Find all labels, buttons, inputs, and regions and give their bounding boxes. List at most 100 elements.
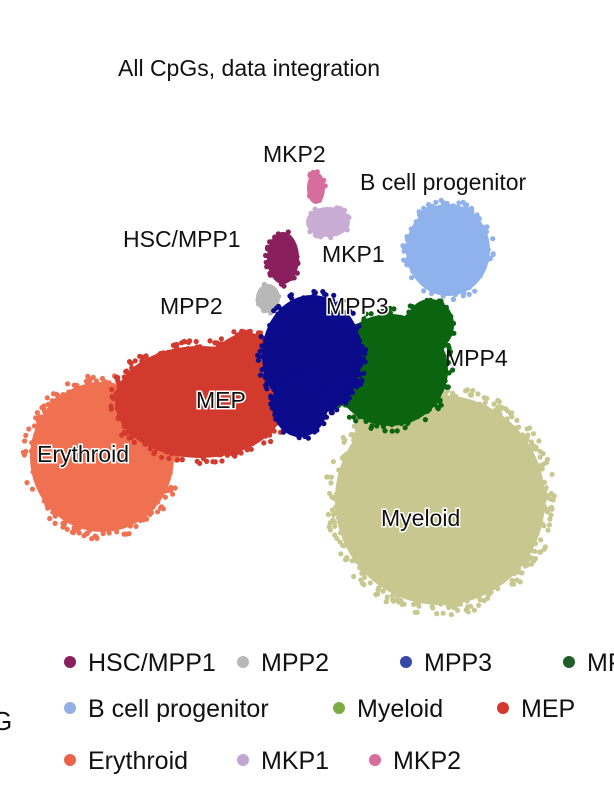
data-point	[110, 395, 116, 401]
data-point	[451, 330, 457, 336]
data-point	[530, 558, 537, 564]
data-point	[159, 477, 165, 484]
data-point	[353, 343, 359, 349]
data-point	[330, 297, 336, 304]
data-point	[347, 381, 353, 387]
data-point	[438, 601, 444, 607]
data-point	[345, 474, 351, 481]
data-point	[406, 328, 413, 334]
data-point	[534, 522, 540, 529]
data-point	[429, 590, 435, 596]
data-point	[36, 466, 43, 472]
data-point	[133, 512, 139, 518]
data-point	[270, 330, 276, 336]
data-point	[497, 411, 503, 417]
data-point	[244, 417, 250, 423]
data-point	[218, 336, 224, 342]
data-point	[244, 336, 251, 342]
data-point	[155, 356, 162, 362]
data-point	[162, 494, 168, 500]
data-point	[263, 362, 269, 368]
data-point	[316, 197, 323, 203]
data-point	[322, 414, 328, 420]
data-point	[404, 234, 410, 240]
data-point	[528, 521, 535, 528]
data-point	[413, 219, 419, 225]
data-point	[472, 288, 478, 294]
data-point	[416, 272, 422, 278]
panel-letter: G	[0, 706, 12, 736]
data-point	[257, 348, 263, 354]
data-point	[361, 444, 367, 450]
data-point	[345, 508, 351, 514]
data-point	[482, 247, 488, 253]
data-point	[64, 526, 70, 532]
data-point	[482, 400, 488, 406]
data-point	[224, 452, 230, 458]
data-point	[65, 381, 71, 387]
data-point	[366, 458, 372, 464]
data-point	[404, 417, 410, 423]
data-point	[493, 584, 499, 590]
data-point	[514, 547, 520, 554]
data-point	[352, 463, 358, 469]
data-point	[426, 201, 432, 208]
data-point	[525, 432, 531, 438]
data-point	[509, 410, 515, 416]
data-point	[264, 264, 270, 270]
data-point	[336, 494, 342, 500]
data-point	[480, 236, 486, 242]
data-point	[123, 369, 129, 375]
cluster-point-clouds	[20, 169, 557, 618]
data-point	[422, 210, 429, 216]
data-point	[387, 305, 393, 311]
data-point	[275, 231, 281, 237]
data-point	[350, 389, 356, 396]
data-point	[159, 470, 165, 476]
data-point	[31, 456, 37, 462]
data-point	[501, 571, 507, 578]
data-point	[389, 422, 395, 428]
data-point	[293, 431, 299, 437]
data-point	[429, 394, 435, 400]
data-point	[547, 516, 553, 522]
data-point	[241, 438, 247, 444]
data-point	[493, 579, 499, 585]
data-point	[380, 577, 386, 583]
data-point	[139, 367, 145, 373]
legend-marker	[64, 754, 76, 766]
data-point	[41, 498, 47, 504]
data-point	[315, 298, 321, 304]
data-point	[106, 521, 112, 527]
data-point	[294, 254, 300, 260]
data-point	[443, 598, 449, 605]
legend-marker	[400, 656, 412, 668]
data-point	[255, 352, 261, 358]
data-point	[493, 428, 499, 434]
data-point	[296, 302, 302, 308]
data-point	[31, 450, 37, 456]
data-point	[351, 414, 357, 420]
data-point	[482, 409, 488, 415]
data-point	[234, 332, 240, 338]
data-point	[410, 587, 416, 594]
data-point	[466, 284, 472, 290]
data-point	[290, 274, 296, 280]
data-point	[525, 477, 531, 483]
data-point	[528, 547, 535, 554]
data-point	[401, 601, 407, 607]
data-point	[283, 424, 289, 430]
data-point	[311, 288, 317, 295]
data-point	[404, 314, 411, 320]
data-point	[357, 371, 363, 377]
data-point	[344, 556, 350, 562]
data-point	[393, 582, 399, 588]
data-point	[501, 433, 507, 440]
data-point	[348, 323, 354, 329]
data-point	[314, 169, 320, 175]
data-point	[144, 516, 150, 522]
data-point	[538, 537, 544, 543]
data-point	[516, 555, 522, 561]
data-point	[347, 499, 353, 505]
data-point	[442, 443, 448, 449]
